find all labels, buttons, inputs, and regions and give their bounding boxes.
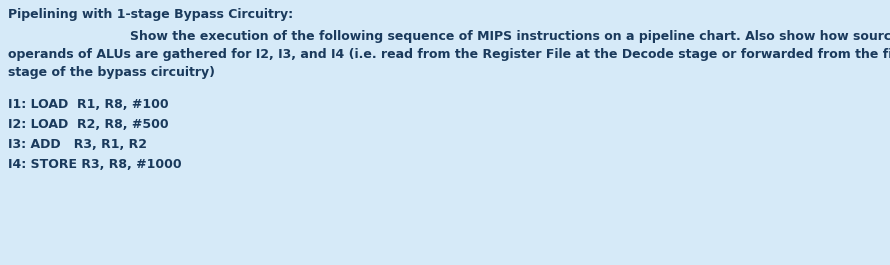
Text: operands of ALUs are gathered for I2, I3, and I4 (i.e. read from the Register Fi: operands of ALUs are gathered for I2, I3… bbox=[8, 48, 890, 61]
Text: I4: STORE R3, R8, #1000: I4: STORE R3, R8, #1000 bbox=[8, 158, 182, 171]
Text: I2: LOAD  R2, R8, #500: I2: LOAD R2, R8, #500 bbox=[8, 118, 168, 131]
Text: Pipelining with 1-stage Bypass Circuitry:: Pipelining with 1-stage Bypass Circuitry… bbox=[8, 8, 293, 21]
Text: I3: ADD   R3, R1, R2: I3: ADD R3, R1, R2 bbox=[8, 138, 147, 151]
Text: stage of the bypass circuitry): stage of the bypass circuitry) bbox=[8, 66, 215, 79]
Text: Show the execution of the following sequence of MIPS instructions on a pipeline : Show the execution of the following sequ… bbox=[130, 30, 890, 43]
Text: I1: LOAD  R1, R8, #100: I1: LOAD R1, R8, #100 bbox=[8, 98, 168, 111]
